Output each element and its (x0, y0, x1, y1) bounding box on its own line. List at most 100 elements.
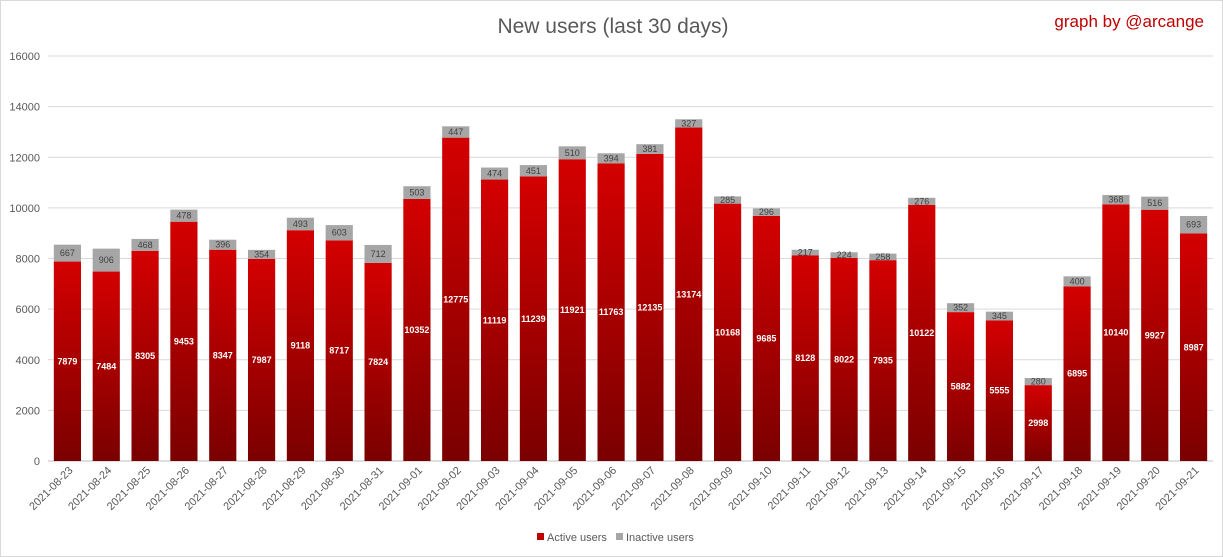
data-label-active: 2998 (1028, 418, 1048, 428)
bar-inactive (752, 208, 781, 216)
bar-inactive (869, 253, 897, 261)
data-label-inactive: 667 (60, 248, 75, 258)
data-label-active: 9927 (1145, 330, 1165, 340)
bar-active (131, 250, 159, 461)
bar-inactive (53, 244, 82, 262)
bar-inactive (1063, 276, 1091, 287)
bar-active (364, 262, 392, 461)
data-label-active: 10352 (404, 325, 429, 335)
data-label-inactive: 352 (953, 303, 968, 313)
bar-inactive (791, 249, 819, 256)
data-label-inactive: 276 (914, 196, 929, 206)
bar-active (1024, 385, 1052, 461)
bar-active (1102, 204, 1130, 462)
bar-active (558, 159, 586, 461)
data-label-inactive: 478 (176, 211, 191, 221)
bar-inactive (403, 186, 431, 199)
bar-inactive (131, 238, 159, 251)
data-label-active: 9118 (291, 341, 311, 351)
data-label-active: 8987 (1184, 342, 1204, 352)
bar-inactive (908, 197, 936, 205)
data-label-inactive: 354 (254, 249, 269, 259)
data-label-active: 12775 (443, 294, 468, 304)
data-label-active: 7484 (96, 361, 116, 371)
grid-layer: 0 2000 4000 6000 8000 10000 12000 14000 16000 (9, 51, 1213, 468)
data-label-active: 11921 (560, 305, 585, 315)
bar-active (946, 312, 975, 461)
data-label-inactive: 394 (604, 153, 619, 163)
data-label-active: 8717 (329, 346, 349, 356)
data-label-active: 10122 (909, 328, 934, 338)
bar-active (1141, 209, 1169, 461)
bar-active (869, 260, 897, 461)
data-label-inactive: 400 (1070, 276, 1085, 286)
data-label-inactive: 285 (720, 195, 735, 205)
legend-swatch-inactive (616, 533, 623, 540)
bar-inactive (286, 217, 315, 231)
bar-active (247, 258, 276, 461)
bar-active (519, 176, 548, 461)
legend-label-inactive: Inactive users (626, 532, 694, 544)
y-tick-label: 14000 (9, 102, 40, 114)
data-label-active: 7879 (57, 356, 77, 366)
bar-active (53, 261, 82, 461)
legend-label-active: Active users (547, 532, 607, 544)
data-label-active: 7987 (252, 355, 272, 365)
bar-active (209, 249, 237, 461)
y-tick-label: 16000 (9, 51, 40, 63)
bar-inactive (985, 311, 1014, 321)
bar-inactive (209, 239, 237, 250)
data-labels-layer: 7879 667 7484 906 8305 468 9453 478 8347 396 7987 3… (57, 118, 1203, 428)
data-label-active: 9453 (174, 336, 194, 346)
bar-inactive (713, 196, 742, 204)
data-label-inactive: 296 (759, 207, 774, 217)
data-label-inactive: 510 (565, 148, 580, 158)
y-tick-label: 0 (34, 456, 40, 468)
data-label-inactive: 603 (332, 228, 347, 238)
bar-inactive (1141, 196, 1169, 210)
bar-active (597, 163, 625, 461)
bar-active (1179, 233, 1208, 461)
bar-inactive (830, 252, 858, 258)
data-label-inactive: 474 (487, 169, 502, 179)
data-label-active: 11763 (599, 307, 624, 317)
bar-inactive (92, 248, 120, 272)
data-label-active: 8022 (834, 354, 854, 364)
data-label-active: 8128 (795, 353, 815, 363)
bar-active (325, 240, 353, 461)
bar-inactive (1179, 215, 1208, 234)
data-label-inactive: 906 (99, 255, 114, 265)
x-axis: 2021-08-232021-08-242021-08-252021-08-26… (27, 465, 1201, 513)
bar-active (791, 255, 819, 461)
y-tick-label: 4000 (16, 355, 40, 367)
bar-inactive (519, 165, 548, 177)
data-label-inactive: 368 (1108, 195, 1123, 205)
bar-inactive (597, 153, 625, 164)
data-label-inactive: 224 (837, 250, 852, 260)
chart-credit: graph by @arcange (1054, 12, 1204, 31)
bar-active (908, 204, 936, 462)
bars-layer (53, 119, 1208, 462)
data-label-inactive: 493 (293, 219, 308, 229)
data-label-inactive: 516 (1147, 198, 1162, 208)
bar-inactive (636, 144, 664, 154)
data-label-inactive: 217 (798, 248, 813, 258)
data-label-active: 11239 (521, 314, 546, 324)
data-label-inactive: 451 (526, 166, 541, 176)
data-label-inactive: 712 (371, 249, 386, 259)
data-label-inactive: 258 (875, 252, 890, 262)
data-label-active: 7824 (368, 357, 388, 367)
bar-inactive (1024, 378, 1052, 386)
bar-inactive (946, 303, 975, 313)
bar-inactive (442, 126, 470, 138)
bar-active (92, 271, 120, 461)
data-label-active: 9685 (756, 333, 776, 343)
data-label-active: 5882 (951, 382, 971, 392)
y-tick-label: 12000 (9, 152, 40, 164)
data-label-active: 5555 (989, 386, 1009, 396)
y-tick-label: 8000 (16, 254, 40, 266)
data-label-active: 8347 (213, 350, 233, 360)
bar-active (286, 230, 315, 461)
